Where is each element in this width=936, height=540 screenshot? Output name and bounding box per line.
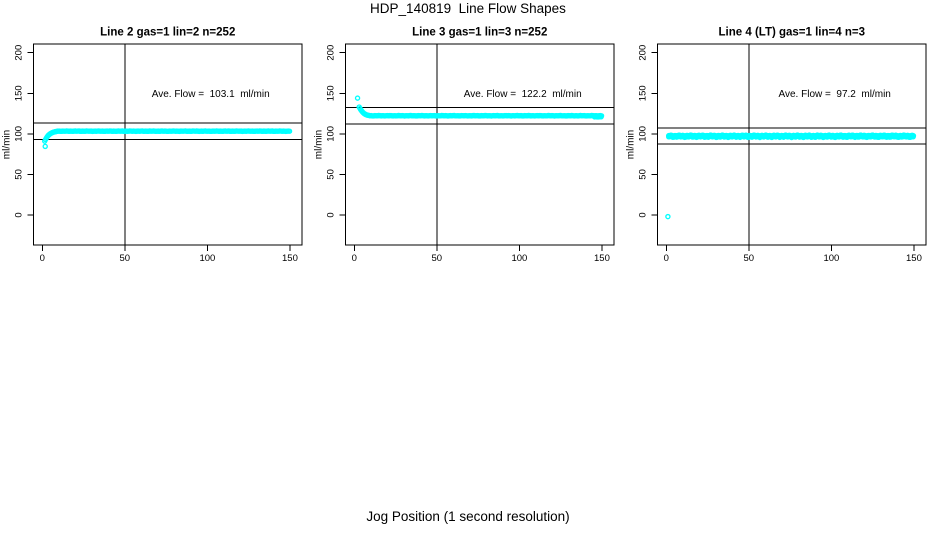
x-tick-label: 150 [906,253,922,264]
x-tick-label: 100 [823,253,839,264]
y-axis-title: ml/min [314,130,325,159]
x-tick-label: 50 [432,253,443,264]
y-tick-label: 100 [638,126,649,142]
data-point [286,128,293,134]
panel-line2: Line 2 gas=1 lin=2 n=252 0 50 100 150 200 ml/m… [0,20,312,270]
y-axis-title: ml/min [626,130,637,159]
x-tick-label: 100 [199,253,215,264]
x-tick-label: 50 [744,253,755,264]
y-tick-label: 0 [326,212,337,217]
y-tick-label: 50 [326,169,337,180]
plot-line3: Line 3 gas=1 lin=3 n=252 0 50 100 150 200 ml/m… [314,27,615,264]
y-tick-label: 200 [638,45,649,61]
panel-title: Line 2 gas=1 lin=2 n=252 [100,27,235,39]
panel-line4: Line 4 (LT) gas=1 lin=4 n=3 0 50 100 150 200 m… [624,20,936,270]
data-point [598,114,604,120]
data-point [354,95,361,101]
panel-title: Line 3 gas=1 lin=3 n=252 [412,27,547,39]
y-tick-label: 150 [638,85,649,101]
data-point [366,112,372,119]
ave-flow-annotation: Ave. Flow = 103.1 ml/min [152,89,270,100]
y-tick-label: 100 [14,126,25,142]
chart-main-title: HDP_140819 Line Flow Shapes [370,1,566,16]
data-point [54,128,60,135]
panel-line3: Line 3 gas=1 lin=3 n=252 0 50 100 150 200 ml/m… [312,20,624,270]
x-tick-label: 150 [594,253,610,264]
y-tick-label: 200 [14,45,25,61]
ave-flow-annotation: Ave. Flow = 97.2 ml/min [779,89,891,100]
y-tick-label: 150 [326,85,337,101]
y-tick-label: 50 [14,169,25,180]
y-tick-label: 0 [638,212,649,217]
y-tick-label: 50 [638,169,649,180]
plot-box [345,43,615,246]
panels-row: Line 2 gas=1 lin=2 n=252 0 50 100 150 200 ml/m… [0,20,936,270]
y-tick-label: 100 [326,126,337,142]
x-tick-label: 100 [511,253,527,264]
x-tick-label: 0 [40,253,45,264]
panel-title: Line 4 (LT) gas=1 lin=4 n=3 [719,27,865,39]
x-tick-label: 0 [664,253,669,264]
y-tick-label: 0 [14,212,25,217]
plot-box [33,43,303,246]
y-axis-title: ml/min [2,130,13,159]
x-tick-label: 0 [352,253,357,264]
ave-flow-annotation: Ave. Flow = 122.2 ml/min [464,89,582,100]
y-tick-label: 200 [326,45,337,61]
x-tick-label: 150 [282,253,298,264]
y-tick-label: 150 [13,85,24,101]
x-axis-label: Jog Position (1 second resolution) [366,509,570,524]
x-tick-label: 50 [120,253,131,264]
data-point [910,134,916,140]
data-point [42,143,48,150]
plot-line4: Line 4 (LT) gas=1 lin=4 n=3 0 50 100 150 200 m… [626,27,927,264]
data-point [665,213,671,220]
plot-line2: Line 2 gas=1 lin=2 n=252 0 50 100 150 200 ml/m… [2,27,303,264]
